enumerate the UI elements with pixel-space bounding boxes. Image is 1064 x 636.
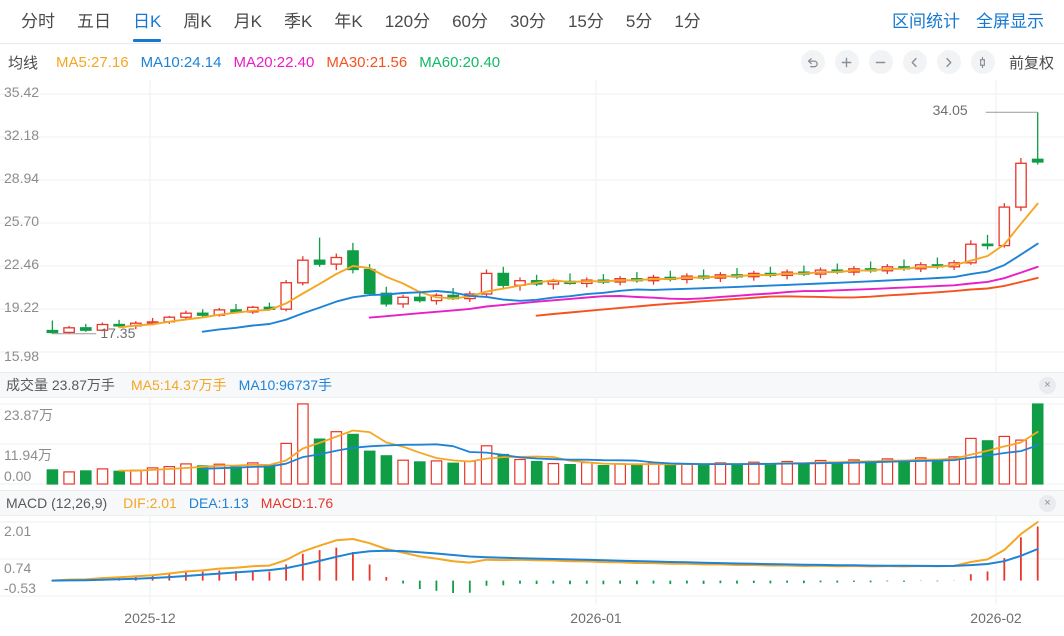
period-tab-9[interactable]: 30分: [510, 12, 546, 31]
volume-title: 成交量 23.87万手: [6, 377, 115, 393]
period-tab-0[interactable]: 分时: [21, 12, 55, 31]
pan-right-icon[interactable]: [936, 50, 961, 74]
range-stats-button[interactable]: 区间统计: [892, 12, 960, 31]
pan-left-icon[interactable]: [902, 50, 927, 74]
volume-chart-svg: [0, 398, 1064, 490]
ma-legend-item-1: MA10:24.14: [140, 53, 222, 71]
macd-legend-item-1: DEA:1.13: [188, 495, 249, 511]
volume-chart-panel[interactable]: 23.87万 11.94万 0.00: [0, 398, 1064, 490]
period-tab-8[interactable]: 60分: [452, 12, 489, 31]
price-chart-svg: [0, 80, 1064, 372]
volume-legend-item-1: MA10:96737手: [238, 377, 333, 393]
tabbar-actions: 区间统计 全屏显示: [884, 0, 1064, 43]
ma-legend-item-4: MA60:20.40: [419, 53, 501, 71]
volume-legend-item-0: MA5:14.37万手: [130, 377, 227, 393]
x-axis: 2025-12 2026-01 2026-02: [0, 604, 1064, 634]
macd-title: MACD (12,26,9): [6, 495, 108, 511]
price-chart-panel[interactable]: 35.42 32.18 28.94 25.70 22.46 19.22 15.98 34.05…: [0, 80, 1064, 372]
period-tab-2[interactable]: 日K: [122, 0, 172, 43]
chart-toolbar: 前复权: [800, 50, 1064, 74]
ma-legend-items: MA5:27.16 MA10:24.14 MA20:22.40 MA30:21.56 M…: [56, 54, 500, 71]
period-tab-4[interactable]: 月K: [233, 12, 263, 31]
x-axis-tick-1: 2026-01: [570, 610, 622, 626]
volume-panel-header: 成交量 23.87万手 MA5:14.37万手 MA10:96737手 ×: [0, 372, 1064, 398]
ma-legend-item-0: MA5:27.16: [56, 53, 129, 71]
fullscreen-button[interactable]: 全屏显示: [976, 12, 1044, 31]
period-tab-list: 分时 五日 日K 周K 月K 季K 年K 120分 60分 30分 15分 5分 1分: [0, 0, 712, 43]
period-tab-1[interactable]: 五日: [77, 12, 111, 31]
period-tab-6[interactable]: 年K: [334, 12, 363, 31]
macd-chart-svg: [0, 516, 1064, 604]
zoom-in-icon[interactable]: [834, 50, 859, 74]
x-axis-tick-2: 2026-02: [970, 610, 1022, 626]
zoom-out-icon[interactable]: [868, 50, 893, 74]
undo-icon[interactable]: [800, 50, 825, 74]
period-tab-5[interactable]: 季K: [284, 12, 313, 31]
period-tab-10[interactable]: 15分: [567, 12, 604, 31]
ma-legend-item-3: MA30:21.56: [326, 53, 408, 71]
macd-chart-panel[interactable]: 2.01 0.74 -0.53: [0, 516, 1064, 604]
period-tab-12[interactable]: 1分: [674, 12, 701, 31]
macd-legend-item-2: MACD:1.76: [260, 495, 334, 511]
macd-legend-item-0: DIF:2.01: [123, 495, 177, 511]
ma-legend-label: 均线: [8, 54, 39, 72]
period-tab-11[interactable]: 5分: [625, 12, 653, 31]
period-tab-7[interactable]: 120分: [384, 12, 431, 31]
volume-close-icon[interactable]: ×: [1039, 376, 1056, 394]
period-tabbar: 分时 五日 日K 周K 月K 季K 年K 120分 60分 30分 15分 5分 1分 区间统计 全屏显…: [0, 0, 1064, 44]
macd-panel-header: MACD (12,26,9) DIF:2.01 DEA:1.13 MACD:1.76…: [0, 490, 1064, 516]
ma-legend-item-2: MA20:22.40: [233, 53, 315, 71]
candlestick-icon[interactable]: [970, 50, 995, 74]
macd-close-icon[interactable]: ×: [1039, 494, 1056, 512]
adjust-mode-label[interactable]: 前复权: [1008, 54, 1054, 72]
x-axis-tick-0: 2025-12: [124, 610, 176, 626]
ma-legend-row: 均线 MA5:27.16 MA10:24.14 MA20:22.40 MA30:21.…: [0, 44, 1064, 80]
volume-legend: MA5:14.37万手 MA10:96737手: [131, 375, 332, 395]
macd-legend: DIF:2.01 DEA:1.13 MACD:1.76: [123, 495, 333, 511]
period-tab-3[interactable]: 周K: [183, 12, 212, 31]
